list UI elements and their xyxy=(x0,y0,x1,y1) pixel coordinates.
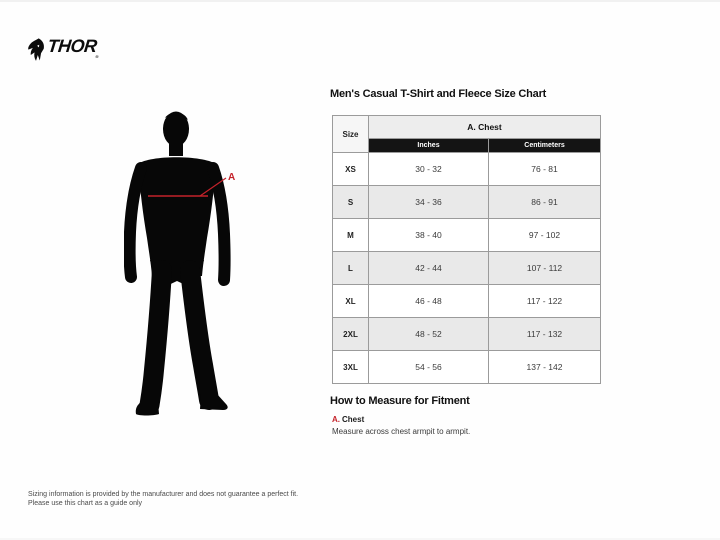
table-row: 2XL 48 - 52 117 - 132 xyxy=(332,317,602,351)
inches-cell: 46 - 48 xyxy=(368,284,489,318)
inches-cell: 48 - 52 xyxy=(368,317,489,351)
size-cell: L xyxy=(332,251,369,285)
thor-helmet-icon xyxy=(28,38,44,61)
col-header-inches: Inches xyxy=(368,138,489,153)
chest-measure-annotation: A xyxy=(148,172,235,197)
size-cell: XS xyxy=(332,152,369,186)
inches-cell: 42 - 44 xyxy=(368,251,489,285)
size-cell: 2XL xyxy=(332,317,369,351)
measure-item-chest: A. Chest xyxy=(332,415,364,424)
table-row: XL 46 - 48 117 - 122 xyxy=(332,284,602,318)
col-header-centimeters: Centimeters xyxy=(487,138,602,153)
disclaimer-line-2: Please use this chart as a guide only xyxy=(28,500,143,507)
table-row: M 38 - 40 97 - 102 xyxy=(332,218,602,252)
brand-wordmark: THOR® xyxy=(46,35,99,59)
measure-name: Chest xyxy=(342,415,365,424)
inches-cell: 38 - 40 xyxy=(368,218,489,252)
col-header-chest-group: A. Chest xyxy=(367,115,602,139)
size-cell: M xyxy=(332,218,369,252)
size-chart-table: Size A. Chest Inches Centimeters XS 30 -… xyxy=(332,115,602,384)
chest-annotation-label: A xyxy=(228,172,235,183)
table-row: S 34 - 36 86 - 91 xyxy=(332,185,602,219)
table-row: 3XL 54 - 56 137 - 142 xyxy=(332,350,602,384)
brand-logo: THOR® xyxy=(27,36,98,65)
registered-mark: ® xyxy=(95,53,99,59)
size-cell: S xyxy=(332,185,369,219)
sizing-disclaimer: Sizing information is provided by the ma… xyxy=(28,490,298,508)
cm-cell: 107 - 112 xyxy=(487,251,602,285)
size-cell: 3XL xyxy=(332,350,369,384)
size-chart-title: Men's Casual T-Shirt and Fleece Size Cha… xyxy=(330,88,547,100)
measure-heading: How to Measure for Fitment xyxy=(330,395,470,407)
col-header-size: Size xyxy=(332,115,369,153)
inches-cell: 30 - 32 xyxy=(368,152,489,186)
table-row: L 42 - 44 107 - 112 xyxy=(332,251,602,285)
measure-description: Measure across chest armpit to armpit. xyxy=(332,427,471,436)
disclaimer-line-1: Sizing information is provided by the ma… xyxy=(28,491,299,498)
inches-cell: 34 - 36 xyxy=(368,185,489,219)
measure-key: A. xyxy=(332,415,340,424)
inches-cell: 54 - 56 xyxy=(368,350,489,384)
table-row: XS 30 - 32 76 - 81 xyxy=(332,152,602,186)
male-silhouette-figure: A xyxy=(124,111,235,416)
cm-cell: 117 - 122 xyxy=(487,284,602,318)
cm-cell: 117 - 132 xyxy=(487,317,602,351)
size-cell: XL xyxy=(332,284,369,318)
cm-cell: 97 - 102 xyxy=(487,218,602,252)
cm-cell: 76 - 81 xyxy=(487,152,602,186)
cm-cell: 86 - 91 xyxy=(487,185,602,219)
cm-cell: 137 - 142 xyxy=(487,350,602,384)
